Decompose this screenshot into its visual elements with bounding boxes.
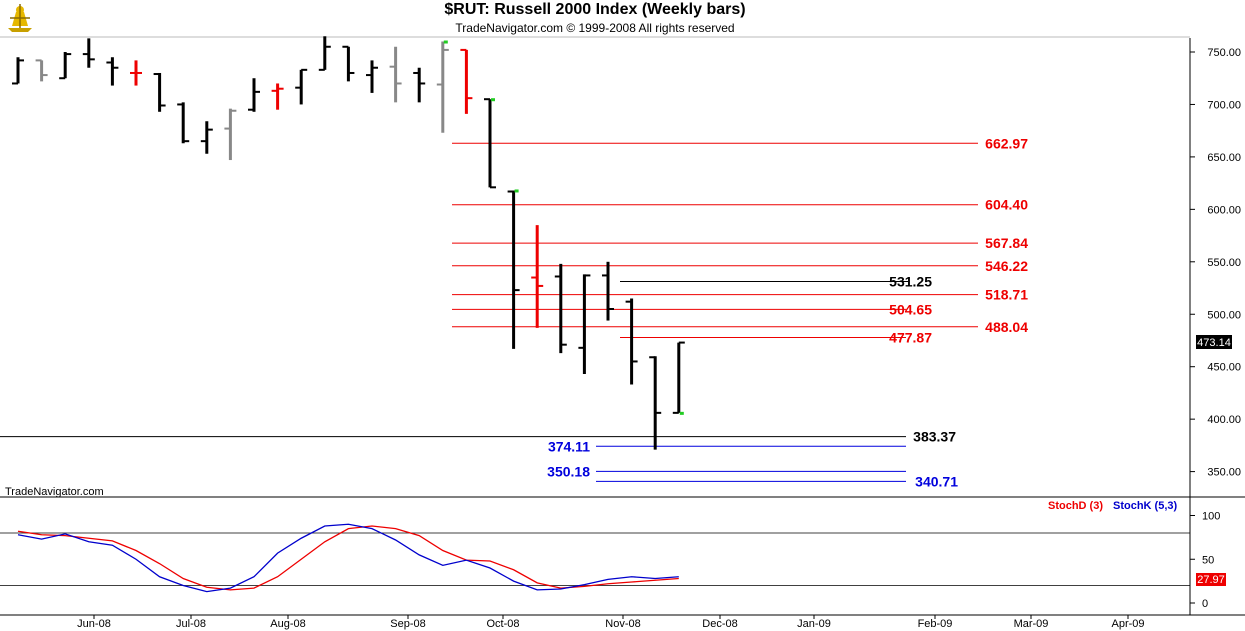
stoch-series-line [17,523,679,593]
signal-dot [679,411,684,415]
price-axis-label: 350.00 [1207,467,1241,479]
stoch-axis-label: 50 [1202,554,1214,566]
x-axis-label: Dec-08 [702,618,737,630]
price-axis-label: 700.00 [1207,99,1241,111]
level-label: 604.40 [985,197,1028,213]
trade-navigator-logo-icon [8,4,32,32]
stoch-axis-label: 0 [1202,598,1208,610]
x-axis-label: Aug-08 [270,618,305,630]
level-label: 374.11 [548,438,590,454]
last-price-badge [1196,335,1232,349]
signal-dot [443,40,448,44]
price-axis-label: 450.00 [1207,362,1241,374]
chart-title: $RUT: Russell 2000 Index (Weekly bars) [444,1,746,18]
level-label: 477.87 [889,329,932,345]
stoch-last-badge [1196,573,1226,586]
price-axis-label: 400.00 [1207,414,1241,426]
stoch-axis-label: 100 [1202,511,1220,523]
stoch-series-line [17,525,679,591]
x-axis-label: Jan-09 [797,618,831,630]
stochd-legend: StochD (3) [1048,500,1103,512]
stochk-legend: StochK (5,3) [1113,500,1178,512]
x-axis-label: Mar-09 [1014,618,1049,630]
x-axis-label: Sep-08 [390,618,425,630]
x-axis-label: Apr-09 [1111,618,1144,630]
signal-dot [491,98,495,102]
watermark: TradeNavigator.com [5,486,104,498]
price-axis-label: 750.00 [1207,47,1241,59]
stoch-last-label: 27.97 [1197,574,1225,586]
signal-dot [514,189,519,193]
level-label: 546.22 [985,258,1028,274]
level-label: 340.71 [915,473,958,489]
level-label: 567.84 [985,235,1028,251]
last-price-label: 473.14 [1197,337,1231,349]
price-axis-label: 550.00 [1207,257,1241,269]
x-axis-label: Feb-09 [918,618,953,630]
price-axis-label: 500.00 [1207,309,1241,321]
level-label: 531.25 [889,273,932,289]
x-axis-label: Oct-08 [486,618,519,630]
level-label: 518.71 [985,287,1028,303]
level-label: 350.18 [547,463,590,479]
x-axis-label: Jun-08 [77,618,111,630]
x-axis-label: Jul-08 [176,618,206,630]
x-axis-label: Nov-08 [605,618,640,630]
level-label: 383.37 [913,429,956,445]
chart-subtitle: TradeNavigator.com © 1999-2008 All right… [455,21,735,35]
level-label: 662.97 [985,135,1028,151]
price-axis-label: 650.00 [1207,152,1241,164]
level-label: 504.65 [889,301,932,317]
price-axis-label: 600.00 [1207,204,1241,216]
level-label: 488.04 [985,319,1028,335]
